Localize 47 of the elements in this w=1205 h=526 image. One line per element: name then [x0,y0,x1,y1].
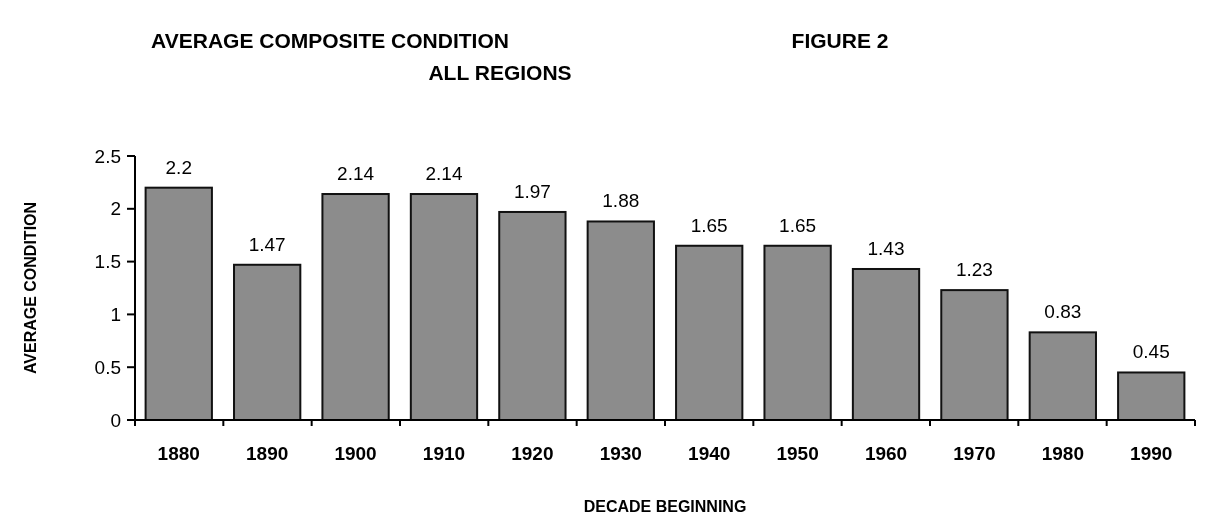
x-tick-label: 1970 [953,443,996,464]
data-label: 0.45 [1132,341,1170,363]
data-label: 1.65 [690,214,728,236]
y-axis-title: AVERAGE CONDITION [22,201,39,375]
y-tick-label: 0 [110,409,121,431]
x-tick-label: 1930 [599,443,642,464]
bar [1117,371,1186,421]
bar [233,263,302,421]
bar [763,244,832,421]
y-tick-label: 2.5 [94,145,121,167]
x-tick-label: 1880 [157,443,200,464]
bar [321,193,390,421]
y-tick-label: 0.5 [94,356,121,378]
x-tick-label: 1890 [246,443,289,464]
bar [940,289,1009,421]
data-label: 1.65 [779,214,817,236]
x-tick-label: 1920 [511,443,554,464]
x-tick-label: 1990 [1130,443,1173,464]
data-label: 2.14 [425,163,463,185]
bar [1028,331,1097,421]
chart-title: AVERAGE COMPOSITE CONDITION [151,29,509,52]
data-label: 1.88 [602,190,640,212]
data-label: 1.23 [955,259,993,281]
bar [586,220,655,421]
caption: FIGURE 2 [791,29,889,52]
x-tick-label: 1910 [422,443,466,464]
bar [409,193,479,421]
data-label: 0.83 [1044,301,1082,323]
bar [851,267,921,421]
x-tick-label: 1980 [1041,443,1084,464]
y-tick-label: 1 [110,304,121,326]
x-tick-label: 1940 [688,443,731,464]
x-tick-label: 1900 [334,443,377,464]
x-tick-label: 1960 [864,443,908,464]
x-axis-title: DECADE BEGINNING [583,498,747,515]
bar [144,186,213,421]
x-tick-label: 1950 [776,443,819,464]
data-label: 1.43 [867,237,905,259]
bar [498,210,567,421]
data-label: 1.47 [248,233,286,255]
data-label: 1.97 [513,180,551,202]
y-tick-label: 1.5 [94,251,121,273]
data-label: 2.2 [165,156,192,178]
data-label: 2.14 [337,163,375,185]
y-tick-label: 2 [110,198,121,220]
bar [675,244,744,421]
chart-subtitle: ALL REGIONS [428,61,572,84]
